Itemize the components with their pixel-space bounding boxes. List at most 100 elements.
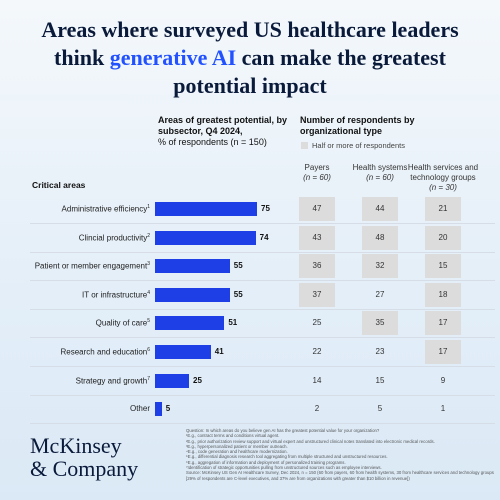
logo-line: McKinsey <box>30 433 122 458</box>
highlight-cell <box>299 282 335 307</box>
column-name: Health services and technology groups <box>407 163 479 182</box>
category: Administrative efficiency <box>61 204 148 214</box>
category: Research and education <box>60 347 148 357</box>
highlight-cell <box>425 197 461 221</box>
column-name: Payers <box>304 163 330 172</box>
row-separator <box>30 394 495 396</box>
footnote: ⁷Identification of strategic opportuniti… <box>186 465 382 471</box>
footnote: Source: McKinsey US Gen AI Healthcare Su… <box>186 470 494 481</box>
bar <box>155 230 256 245</box>
footnote: ³E.g., hyperpersonalized patient or memb… <box>186 443 288 449</box>
column-header: Health systems (n = 60) <box>335 163 425 183</box>
value-label: 75 <box>261 204 270 213</box>
column-header: Health services and technology groups (n … <box>398 163 488 193</box>
footnote: Question: In which areas do you believe … <box>186 428 380 433</box>
title-highlight: generative AI <box>109 45 237 70</box>
row-separator <box>30 280 495 282</box>
highlight-cell <box>425 340 461 364</box>
row-label: Strategy and growth7 <box>0 376 150 386</box>
logo: McKinsey & Company <box>30 434 138 480</box>
table-cell: 9 <box>440 375 446 385</box>
legend-swatch <box>301 142 308 149</box>
row-separator <box>30 423 495 425</box>
table-cell: 1 <box>440 404 446 414</box>
category: Quality of care <box>95 319 148 329</box>
footnote: ²E.g., prior authorization review suppor… <box>186 438 435 444</box>
highlight-cell <box>425 311 461 336</box>
footnote-mark: 7 <box>147 375 150 382</box>
footnote-mark: 2 <box>147 232 150 239</box>
footnote: ⁴E.g., code generation and healthcare mo… <box>186 449 288 455</box>
footnote: ⁵E.g., differential diagnosis research t… <box>186 454 388 460</box>
table-cell: 15 <box>438 261 448 271</box>
category: IT or infrastructure <box>82 290 148 300</box>
category: Other <box>129 404 150 414</box>
table-cell: 32 <box>375 261 385 271</box>
value-label: 25 <box>193 375 202 385</box>
table-cell: 35 <box>375 318 385 328</box>
logo-line: & Company <box>30 456 139 481</box>
footnote-mark: 4 <box>147 289 150 296</box>
table-cell: 43 <box>312 232 322 242</box>
footnote-mark: 5 <box>147 318 150 325</box>
row-label: Quality of care5 <box>0 318 150 328</box>
category: Clincial productivity <box>78 233 148 243</box>
footnote: ¹E.g., contract terms and conditions vir… <box>186 433 280 439</box>
row-label: IT or infrastructure4 <box>0 290 150 300</box>
table-cell: 47 <box>312 204 322 213</box>
highlight-cell <box>425 225 461 250</box>
footnote: ⁶E.g., aggregation of information and de… <box>186 459 346 465</box>
row-label: Administrative efficiency1 <box>0 204 150 214</box>
chart-subtitle: % of respondents (n = 150) <box>158 137 267 147</box>
value-label: 55 <box>233 261 243 271</box>
highlight-cell <box>299 197 335 221</box>
title-text: can make the greatest potential impact <box>173 45 446 98</box>
row-label: Patient or member engagement3 <box>0 261 150 271</box>
bar <box>155 345 211 359</box>
column-name: Health systems <box>352 163 408 172</box>
value-label: 41 <box>214 347 224 356</box>
highlight-cell <box>362 311 398 336</box>
highlight-cell <box>362 254 398 279</box>
column-n: (n = 60) <box>366 173 394 182</box>
title-text: Areas where surveyed US healthcare leade… <box>41 17 459 70</box>
table-title: Number of respondents by organizational … <box>300 115 415 136</box>
row-separator <box>30 308 495 310</box>
row-separator <box>30 223 495 224</box>
row-separator <box>30 337 495 339</box>
table-cell: 21 <box>438 204 448 213</box>
table-cell: 22 <box>312 347 322 356</box>
chart-title: Areas of greatest potential, by subsecto… <box>158 115 288 136</box>
highlight-cell <box>299 254 335 279</box>
table-cell: 2 <box>314 404 320 414</box>
bar <box>155 202 257 216</box>
value-label: 5 <box>165 404 171 414</box>
chart-header: Areas of greatest potential, by subsecto… <box>158 115 293 148</box>
footnote-mark: 6 <box>147 347 150 353</box>
title: Areas where surveyed US healthcare leade… <box>30 16 470 100</box>
column-n: (n = 60) <box>303 173 331 182</box>
table-cell: 23 <box>375 347 385 356</box>
table-cell: 36 <box>312 261 322 271</box>
bar <box>155 316 225 331</box>
footnote-mark: 3 <box>147 261 150 268</box>
legend-label: Half or more of respondents <box>312 141 405 150</box>
highlight-cell <box>299 225 335 250</box>
axis-label: Critical areas <box>32 180 86 190</box>
table-cell: 15 <box>375 375 385 385</box>
table-cell: 17 <box>438 318 448 328</box>
bar <box>155 259 230 274</box>
row-label: Other <box>0 404 150 413</box>
table-cell: 5 <box>377 404 383 414</box>
highlight-cell <box>425 254 461 279</box>
bar <box>155 373 189 388</box>
table-cell: 48 <box>375 232 385 242</box>
table-cell: 20 <box>438 232 448 242</box>
bar <box>155 402 162 417</box>
value-label: 74 <box>259 232 269 242</box>
table-cell: 25 <box>312 318 322 328</box>
row-label: Research and education6 <box>0 347 150 357</box>
footnote-mark: 1 <box>147 204 150 210</box>
highlight-cell <box>362 225 398 250</box>
table-cell: 37 <box>312 289 322 299</box>
